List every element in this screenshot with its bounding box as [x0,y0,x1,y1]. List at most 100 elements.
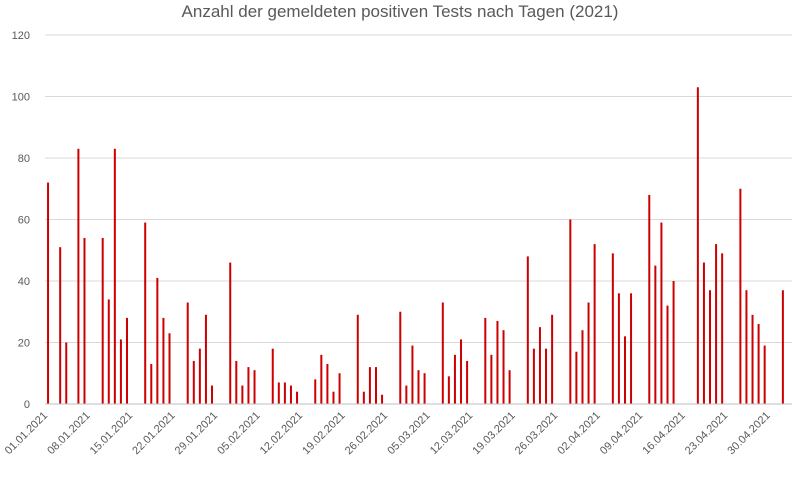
bar [405,385,408,404]
bar [162,317,165,404]
y-tick-label: 40 [18,276,30,288]
y-tick-label: 60 [18,215,30,227]
x-tick-label: 12.03.2021 [428,410,475,457]
bar [296,391,299,404]
bar [575,351,578,404]
bar [192,360,195,404]
x-tick-label: 09.04.2021 [598,410,645,457]
bar [59,247,62,404]
bar [666,305,669,404]
bar [696,87,699,405]
y-tick-label: 20 [18,338,30,350]
x-tick-label: 15.01.2021 [88,410,135,457]
bar [502,330,505,404]
bar [381,394,384,404]
bar [247,367,250,404]
bar [660,222,663,404]
bar [125,317,128,404]
bar [204,314,207,404]
bar [593,244,596,404]
bar [144,222,147,404]
bar [356,314,359,404]
bar [283,382,286,404]
bar [211,385,214,404]
y-tick-label: 120 [12,30,30,42]
bar [709,290,712,404]
x-tick-label: 30.04.2021 [725,410,772,457]
bar [460,339,463,404]
bar [781,290,784,404]
bar [411,345,414,404]
bar [648,194,651,404]
x-tick-label: 05.02.2021 [215,410,262,457]
x-tick-label: 02.04.2021 [555,410,602,457]
x-tick-label: 19.03.2021 [470,410,517,457]
bar [623,336,626,404]
x-tick-label: 22.01.2021 [130,410,177,457]
bar [532,348,535,404]
y-tick-label: 80 [18,153,30,165]
bar [702,262,705,404]
bar [441,302,444,404]
y-tick-label: 0 [24,399,30,411]
x-tick-label: 01.01.2021 [3,410,50,457]
bar [113,148,116,404]
bar [611,253,614,404]
bar [65,342,68,404]
bar [551,314,554,404]
bar [374,367,377,404]
bar [423,373,426,404]
bar [47,182,50,404]
bar [672,281,675,404]
bar [587,302,590,404]
bar [253,370,256,404]
bar [739,188,742,404]
bar [453,354,456,404]
bar [751,314,754,404]
chart-title: Anzahl der gemeldeten positiven Tests na… [181,2,619,21]
x-tick-label: 12.02.2021 [258,410,305,457]
bar [362,391,365,404]
bar [526,256,529,404]
bar [466,360,469,404]
x-tick-label: 26.02.2021 [343,410,390,457]
bar [150,364,153,404]
bar [763,345,766,404]
bar [314,379,317,404]
bar [186,302,189,404]
bar [484,317,487,404]
x-tick-label: 23.04.2021 [683,410,730,457]
x-tick-label: 08.01.2021 [45,410,92,457]
bar [757,324,760,404]
bar [447,376,450,404]
y-tick-label: 100 [12,92,30,104]
bar [545,348,548,404]
bar [198,348,201,404]
bar [83,237,86,404]
bar [289,385,292,404]
bar [496,320,499,404]
bar [271,348,274,404]
bar [745,290,748,404]
bar [241,385,244,404]
bar [417,370,420,404]
bar [721,253,724,404]
bar [569,219,572,404]
bar [630,293,633,404]
bar [617,293,620,404]
bar [326,364,329,404]
bar [715,244,718,404]
bar [654,265,657,404]
bar [277,382,280,404]
x-tick-label: 29.01.2021 [173,410,220,457]
bar [168,333,171,404]
bar [101,237,104,404]
bar [235,360,238,404]
bar [490,354,493,404]
bar [338,373,341,404]
bar [156,277,159,404]
bar [107,299,110,404]
bar [229,262,232,404]
bar [368,367,371,404]
